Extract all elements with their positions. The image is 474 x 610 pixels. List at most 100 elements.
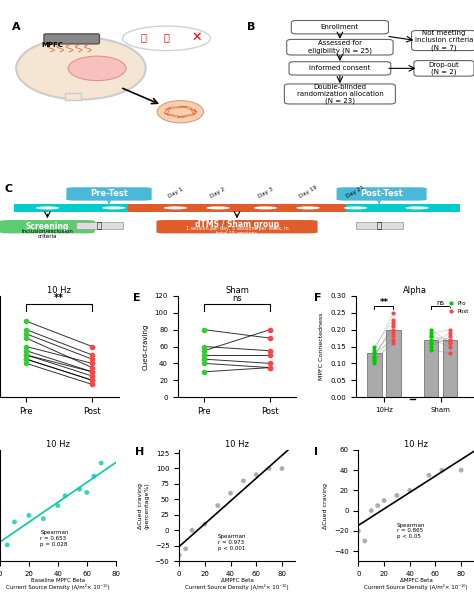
Circle shape (157, 101, 203, 123)
Y-axis label: ΔCued craving
(percentage%): ΔCued craving (percentage%) (138, 482, 149, 529)
Bar (346, 204, 460, 212)
Point (253, 470, 260, 479)
Text: Pre-Test: Pre-Test (90, 190, 128, 198)
Point (278, 464, 286, 473)
Point (265, 464, 273, 473)
Title: 10 Hz: 10 Hz (46, 440, 70, 449)
Point (61, 491, 69, 501)
Bar (443, 340, 457, 397)
Text: dTMS / Sham group: dTMS / Sham group (195, 220, 279, 229)
Point (175, 550, 183, 560)
FancyBboxPatch shape (411, 30, 474, 51)
Point (3, 540, 11, 550)
FancyBboxPatch shape (0, 220, 95, 234)
Text: Assessed for
eligibility (N = 25): Assessed for eligibility (N = 25) (308, 40, 372, 54)
Text: Drop-out
(N = 2): Drop-out (N = 2) (428, 62, 459, 75)
Point (380, 496, 388, 506)
Circle shape (36, 206, 59, 209)
FancyBboxPatch shape (284, 84, 395, 104)
FancyBboxPatch shape (44, 34, 100, 44)
Point (201, 519, 209, 529)
Text: **: ** (380, 298, 388, 307)
Point (90, 472, 98, 481)
FancyBboxPatch shape (356, 222, 403, 229)
Text: Day 21: Day 21 (346, 185, 365, 199)
Y-axis label: Cued-craving: Cued-craving (143, 323, 149, 370)
Text: 🚬: 🚬 (140, 32, 146, 42)
Title: Alpha: Alpha (403, 286, 427, 295)
Text: F: F (314, 293, 321, 303)
Point (39, 514, 47, 523)
Text: Post-Test: Post-Test (360, 190, 403, 198)
Legend: Pro, Post: Pro, Post (443, 299, 471, 316)
Point (76, 484, 83, 494)
Text: ✕: ✕ (191, 30, 202, 44)
Text: Day 2: Day 2 (210, 187, 226, 199)
Text: MPFC: MPFC (42, 42, 64, 48)
FancyBboxPatch shape (66, 187, 152, 201)
Text: Day 19: Day 19 (298, 185, 318, 199)
Circle shape (254, 206, 277, 209)
FancyBboxPatch shape (156, 220, 318, 234)
Text: C: C (5, 184, 13, 194)
Point (457, 465, 465, 475)
Text: Day 1: Day 1 (167, 187, 183, 199)
Ellipse shape (123, 26, 210, 51)
Point (188, 525, 196, 535)
Text: 🧠: 🧠 (377, 221, 382, 230)
FancyBboxPatch shape (287, 40, 393, 55)
Point (97, 458, 105, 468)
Bar (128, 204, 346, 212)
FancyBboxPatch shape (292, 21, 389, 34)
FancyBboxPatch shape (289, 62, 391, 75)
Text: B: B (247, 21, 256, 32)
Text: Double-blinded
randomization allocation
(N = 23): Double-blinded randomization allocation … (297, 84, 383, 104)
Point (425, 470, 433, 480)
Text: I: I (314, 447, 319, 457)
Polygon shape (65, 93, 81, 99)
FancyBboxPatch shape (337, 187, 427, 201)
Bar (424, 340, 438, 397)
Text: Spearman
r = 0.653
p = 0.028: Spearman r = 0.653 p = 0.028 (40, 530, 69, 547)
Bar (14, 204, 128, 212)
Circle shape (405, 206, 429, 209)
Text: Enrollment: Enrollment (321, 24, 359, 31)
Point (393, 490, 401, 500)
Text: 🧠: 🧠 (97, 221, 102, 230)
Point (214, 501, 221, 511)
Point (367, 506, 375, 515)
Point (438, 465, 446, 475)
Circle shape (296, 206, 320, 209)
Point (182, 544, 190, 554)
Text: Day 3: Day 3 (257, 187, 273, 199)
Text: 1 session per day, 5 sessions per week, in
total 15 sessions: 1 session per day, 5 sessions per week, … (186, 226, 288, 236)
Circle shape (16, 37, 146, 99)
Title: 10 Hz: 10 Hz (404, 440, 428, 449)
Text: 🍺: 🍺 (164, 32, 169, 42)
Text: **: ** (54, 293, 64, 303)
Text: Spearman
r = 0.973
p < 0.001: Spearman r = 0.973 p < 0.001 (218, 534, 246, 551)
X-axis label: Baseline MPFC Beta
Current Source Density (A/m²× 10⁻¹⁰): Baseline MPFC Beta Current Source Densit… (6, 578, 109, 590)
Text: ns: ns (437, 300, 445, 306)
Title: 10 Hz: 10 Hz (47, 286, 71, 295)
Point (83, 487, 91, 497)
Text: ns: ns (232, 293, 242, 303)
Text: Spearman
r = 0.865
p < 0.05: Spearman r = 0.865 p < 0.05 (397, 523, 426, 539)
Point (361, 536, 369, 546)
X-axis label: ΔMPFC Beta
Current Source Density (A/m²× 10⁻¹⁰): ΔMPFC Beta Current Source Density (A/m²×… (365, 578, 468, 590)
Y-axis label: ΔCued craving: ΔCued craving (323, 483, 328, 529)
Circle shape (102, 206, 126, 209)
Text: H: H (135, 447, 145, 457)
Circle shape (344, 206, 367, 209)
FancyBboxPatch shape (414, 60, 474, 76)
Text: A: A (11, 21, 20, 32)
Circle shape (206, 206, 230, 209)
Title: 10 Hz: 10 Hz (225, 440, 249, 449)
Text: Screening: Screening (26, 222, 69, 231)
Text: Not meeting
inclusion criteria
(N = 7): Not meeting inclusion criteria (N = 7) (415, 30, 473, 51)
FancyBboxPatch shape (76, 222, 123, 229)
Point (355, 526, 362, 536)
Y-axis label: MPFC Connectedness: MPFC Connectedness (319, 313, 325, 380)
Text: Informed consent: Informed consent (309, 65, 371, 71)
Bar (386, 329, 401, 397)
